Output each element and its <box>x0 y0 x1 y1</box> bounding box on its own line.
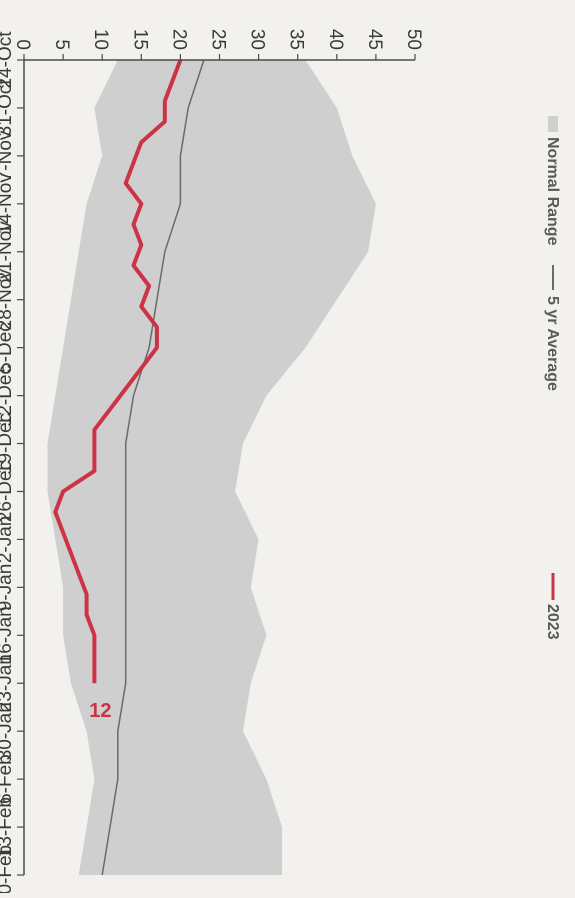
y-tick-label: 15 <box>129 29 150 50</box>
legend-swatch-normal-range <box>548 116 558 132</box>
x-tick-label: 28-Nov <box>0 269 16 331</box>
y-tick-label: 10 <box>90 29 111 50</box>
x-tick-label: 14-Nov <box>0 173 16 235</box>
series-line-five-yr-average <box>101 59 205 876</box>
plot-layer <box>47 59 376 876</box>
legend: Normal Range 5 yr Average 2023 <box>544 116 561 640</box>
y-tick-label: 0 <box>12 39 33 50</box>
x-tick-label: 9-Jan <box>0 564 16 612</box>
x-tick-label: 31-Oct <box>0 79 16 137</box>
x-tick-label: 20-Feb <box>0 845 16 893</box>
axis-layer <box>17 54 416 876</box>
y-tick-label: 25 <box>208 29 229 50</box>
y-tick-label: 20 <box>168 29 189 50</box>
y-tick-label: 5 <box>51 39 72 50</box>
x-tick-label: 23-Jan <box>0 654 16 712</box>
x-tick-label: 2-Jan <box>0 516 16 564</box>
x-tick-label: 5-Dec <box>0 322 16 373</box>
legend-label-2023: 2023 <box>544 604 561 640</box>
y-tick-label: 30 <box>247 29 268 50</box>
x-tick-label: 16-Jan <box>0 606 16 664</box>
x-tick-label: 24-Oct <box>0 31 16 89</box>
x-tick-label: 7-Nov <box>0 130 16 181</box>
y-tick-label: 35 <box>286 29 307 50</box>
y-tick-label: 50 <box>403 29 424 50</box>
x-tick-label: 30-Jan <box>0 702 16 760</box>
x-tick-label: 13-Feb <box>0 797 16 857</box>
normal-range-band <box>47 60 376 875</box>
x-tick-label: 12-Dec <box>0 365 16 426</box>
annotation-current-value: 12 <box>89 700 111 722</box>
x-tick-label: 19-Dec <box>0 413 16 474</box>
label-layer: 0 5 10 15 20 25 30 35 40 45 50 24-Oct31-Oct7-Nov14-… <box>0 29 424 898</box>
series-line-2023 <box>53 59 183 684</box>
y-tick-label: 45 <box>364 29 385 50</box>
y-tick-label: 40 <box>325 29 346 50</box>
x-tick-label: 21-Nov <box>0 221 16 283</box>
x-tick-label: 6-Feb <box>0 754 16 804</box>
legend-label-normal-range: Normal Range <box>544 137 561 246</box>
legend-label-five-yr-average: 5 yr Average <box>544 296 561 391</box>
x-tick-label: 26-Dec <box>0 461 16 522</box>
